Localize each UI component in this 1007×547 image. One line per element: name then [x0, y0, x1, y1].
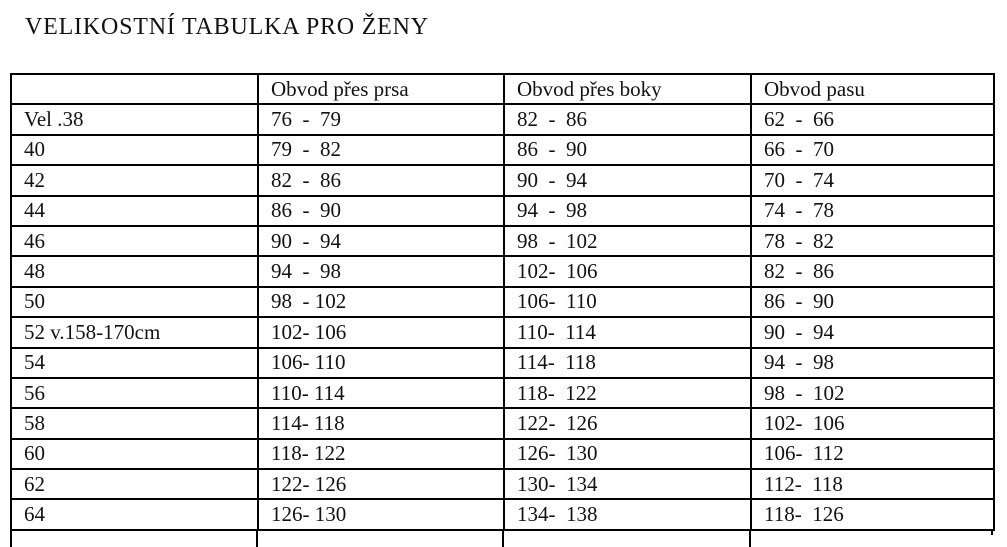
size-cell: Vel .38	[10, 103, 259, 136]
size-cell: 48	[10, 255, 259, 288]
waist-cell: 102- 106	[750, 407, 995, 440]
cropped-row-border-stub	[256, 530, 258, 547]
hips-cell: 90 - 94	[503, 164, 752, 197]
waist-cell: 66 - 70	[750, 133, 995, 167]
bust-cell: 110- 114	[257, 376, 505, 410]
table-row: 46 90 - 94 98 - 102 78 - 82	[10, 224, 995, 258]
size-cell: 44	[10, 194, 259, 227]
table-row: 62 122- 126 130- 134 112- 118	[10, 468, 995, 501]
bust-cell: 79 - 82	[257, 133, 505, 167]
hips-cell: 114- 118	[503, 346, 752, 379]
hips-cell: 98 - 102	[503, 224, 752, 258]
waist-cell: 82 - 86	[750, 255, 995, 288]
size-cell: 56	[10, 376, 259, 410]
waist-cell: 118- 126	[750, 498, 995, 531]
table-row: 54 106- 110 114- 118 94 - 98	[10, 346, 995, 379]
size-table: Obvod přes prsa Obvod přes boky Obvod pa…	[10, 72, 995, 531]
cropped-row-border-stub	[502, 530, 504, 547]
column-header-waist: Obvod pasu	[750, 72, 995, 106]
size-cell: 52 v.158-170cm	[10, 316, 259, 349]
hips-cell: 134- 138	[503, 498, 752, 531]
table-row: 50 98 - 102 106- 110 86 - 90	[10, 285, 995, 319]
bust-cell: 76 - 79	[257, 103, 505, 136]
hips-cell: 86 - 90	[503, 133, 752, 167]
bust-cell: 98 - 102	[257, 285, 505, 319]
header-row: Obvod přes prsa Obvod přes boky Obvod pa…	[10, 72, 995, 106]
size-cell: 50	[10, 285, 259, 319]
bust-cell: 82 - 86	[257, 164, 505, 197]
table-row: Vel .38 76 - 79 82 - 86 62 - 66	[10, 103, 995, 136]
table-row: 56 110- 114 118- 122 98 - 102	[10, 376, 995, 410]
bust-cell: 106- 110	[257, 346, 505, 379]
table-row: 40 79 - 82 86 - 90 66 - 70	[10, 133, 995, 167]
bust-cell: 114- 118	[257, 407, 505, 440]
column-header-hips: Obvod přes boky	[503, 72, 752, 106]
waist-cell: 86 - 90	[750, 285, 995, 319]
size-cell: 58	[10, 407, 259, 440]
bust-cell: 118- 122	[257, 437, 505, 471]
waist-cell: 94 - 98	[750, 346, 995, 379]
size-cell: 42	[10, 164, 259, 197]
size-cell: 54	[10, 346, 259, 379]
hips-cell: 94 - 98	[503, 194, 752, 227]
size-cell: 46	[10, 224, 259, 258]
bust-cell: 90 - 94	[257, 224, 505, 258]
waist-cell: 78 - 82	[750, 224, 995, 258]
size-cell: 40	[10, 133, 259, 167]
bust-cell: 122- 126	[257, 468, 505, 501]
table-row: 60 118- 122 126- 130 106- 112	[10, 437, 995, 471]
size-cell: 60	[10, 437, 259, 471]
cropped-row-border-stub	[991, 530, 993, 535]
waist-cell: 90 - 94	[750, 316, 995, 349]
bust-cell: 126- 130	[257, 498, 505, 531]
hips-cell: 122- 126	[503, 407, 752, 440]
cropped-row-border-stub	[10, 530, 12, 547]
size-cell: 64	[10, 498, 259, 531]
table-row: 64 126- 130 134- 138 118- 126	[10, 498, 995, 531]
table-row: 58 114- 118 122- 126 102- 106	[10, 407, 995, 440]
column-header-bust: Obvod přes prsa	[257, 72, 505, 106]
size-cell: 62	[10, 468, 259, 501]
waist-cell: 74 - 78	[750, 194, 995, 227]
hips-cell: 106- 110	[503, 285, 752, 319]
table-row: 42 82 - 86 90 - 94 70 - 74	[10, 164, 995, 197]
hips-cell: 102- 106	[503, 255, 752, 288]
hips-cell: 110- 114	[503, 316, 752, 349]
waist-cell: 112- 118	[750, 468, 995, 501]
table-row: 44 86 - 90 94 - 98 74 - 78	[10, 194, 995, 227]
cropped-row-border-stub	[749, 530, 751, 547]
bust-cell: 86 - 90	[257, 194, 505, 227]
page-title: VELIKOSTNÍ TABULKA PRO ŽENY	[25, 14, 429, 40]
hips-cell: 118- 122	[503, 376, 752, 410]
table-row: 52 v.158-170cm 102- 106 110- 114 90 - 94	[10, 316, 995, 349]
waist-cell: 98 - 102	[750, 376, 995, 410]
bust-cell: 102- 106	[257, 316, 505, 349]
waist-cell: 106- 112	[750, 437, 995, 471]
waist-cell: 70 - 74	[750, 164, 995, 197]
bust-cell: 94 - 98	[257, 255, 505, 288]
hips-cell: 130- 134	[503, 468, 752, 501]
hips-cell: 82 - 86	[503, 103, 752, 136]
column-header-size	[10, 72, 259, 106]
waist-cell: 62 - 66	[750, 103, 995, 136]
hips-cell: 126- 130	[503, 437, 752, 471]
table-row: 48 94 - 98 102- 106 82 - 86	[10, 255, 995, 288]
